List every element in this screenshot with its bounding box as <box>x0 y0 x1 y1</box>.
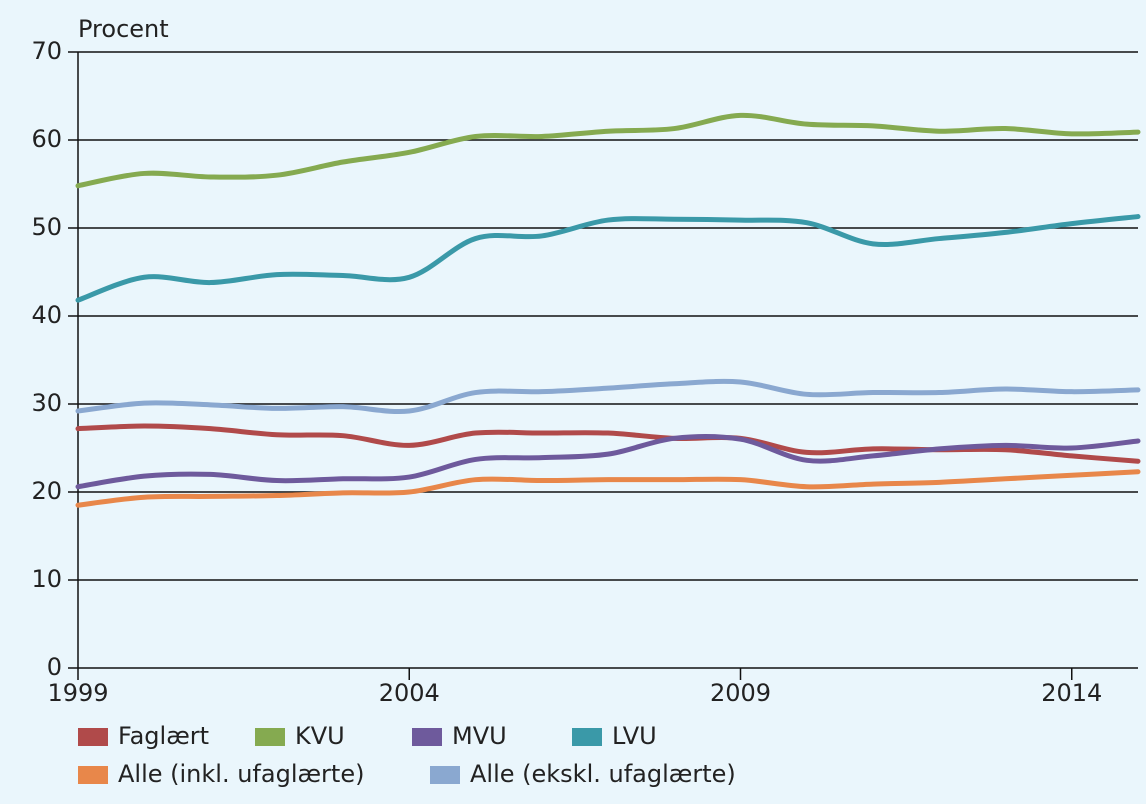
y-tick-label: 10 <box>31 565 62 593</box>
legend-swatch <box>412 728 442 746</box>
series-line <box>75 469 1141 508</box>
legend-label: KVU <box>295 722 345 750</box>
y-tick-label: 60 <box>31 125 62 153</box>
legend-label: Faglært <box>118 722 209 750</box>
series-line <box>75 433 1141 490</box>
y-tick-label: 20 <box>31 477 62 505</box>
legend-swatch <box>255 728 285 746</box>
legend-swatch <box>572 728 602 746</box>
legend-label: LVU <box>612 722 657 750</box>
x-tick-label: 2009 <box>710 679 771 707</box>
x-tick-label: 2004 <box>379 679 440 707</box>
y-tick-label: 70 <box>31 37 62 65</box>
x-tick-label: 1999 <box>47 679 108 707</box>
series-line <box>75 378 1141 415</box>
legend-label: Alle (ekskl. ufaglærte) <box>470 760 736 788</box>
series-line <box>75 214 1141 303</box>
legend-label: MVU <box>452 722 507 750</box>
legend-label: Alle (inkl. ufaglærte) <box>118 760 364 788</box>
legend-swatch <box>430 766 460 784</box>
legend-swatch <box>78 766 108 784</box>
y-tick-label: 0 <box>47 653 62 681</box>
series-line <box>75 112 1141 189</box>
y-axis-label: Procent <box>78 15 169 43</box>
y-tick-label: 50 <box>31 213 62 241</box>
x-tick-label: 2014 <box>1041 679 1102 707</box>
y-tick-label: 40 <box>31 301 62 329</box>
legend-swatch <box>78 728 108 746</box>
y-tick-label: 30 <box>31 389 62 417</box>
